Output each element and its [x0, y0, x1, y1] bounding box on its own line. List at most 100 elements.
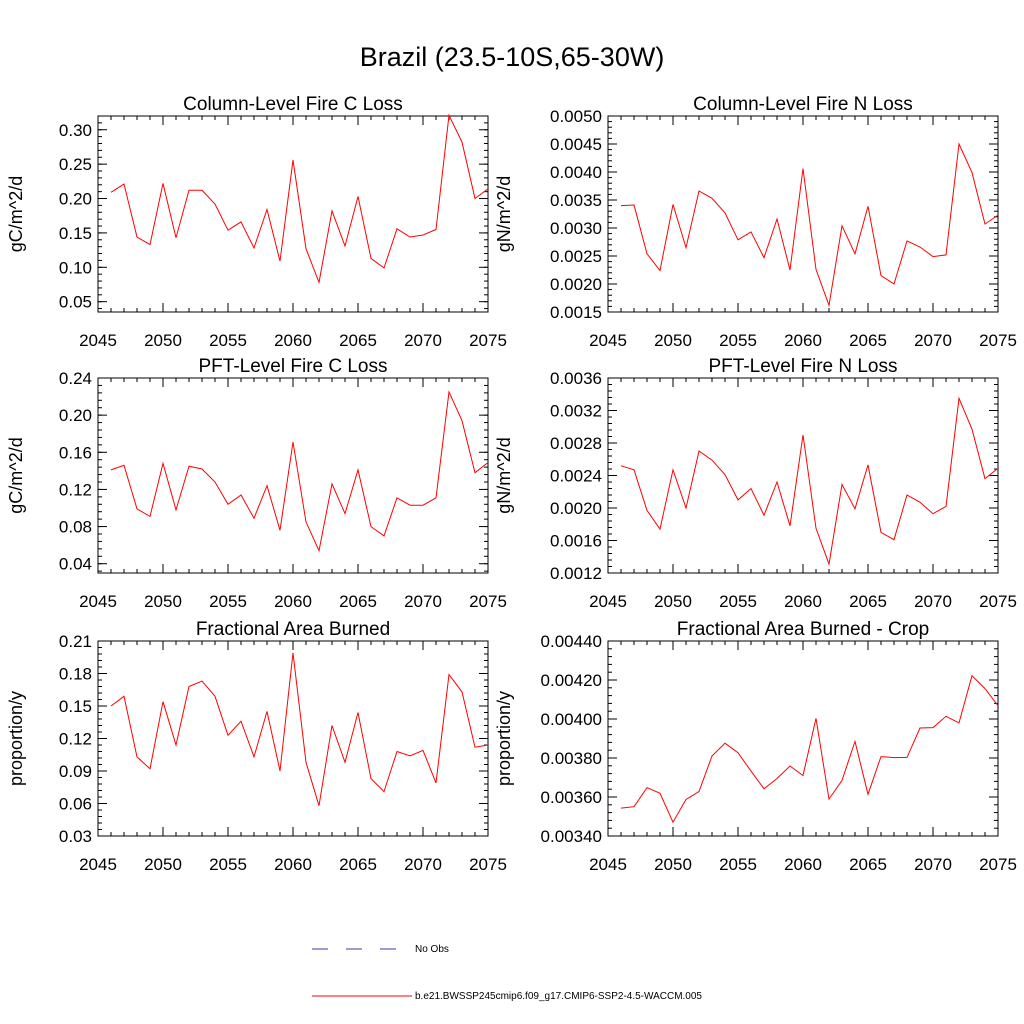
x-tick-label: 2070	[404, 855, 442, 874]
y-axis-label: gN/m^2/d	[494, 176, 514, 252]
x-tick-label: 2070	[914, 855, 952, 874]
series-line	[620, 674, 999, 824]
x-tick-label: 2045	[589, 592, 627, 611]
x-tick-label: 2055	[719, 855, 757, 874]
x-tick-label: 2050	[144, 331, 182, 350]
plot-frame	[607, 377, 999, 574]
y-tick-label: 0.10	[59, 258, 92, 277]
x-tick-label: 2075	[979, 592, 1017, 611]
x-tick-label: 2055	[719, 592, 757, 611]
y-tick-label: 0.0032	[550, 402, 602, 421]
y-tick-label: 0.00380	[541, 749, 602, 768]
y-tick-label: 0.12	[59, 480, 92, 499]
x-tick-label: 2075	[469, 592, 507, 611]
x-tick-label: 2050	[654, 855, 692, 874]
x-tick-label: 2050	[144, 855, 182, 874]
x-tick-label: 2045	[79, 855, 117, 874]
y-tick-label: 0.00420	[541, 671, 602, 690]
y-axis-label: proportion/y	[6, 691, 26, 786]
y-tick-label: 0.0020	[550, 275, 602, 294]
x-tick-label: 2060	[274, 592, 312, 611]
x-tick-label: 2060	[784, 331, 822, 350]
y-tick-label: 0.16	[59, 443, 92, 462]
x-tick-label: 2055	[209, 331, 247, 350]
x-tick-label: 2050	[144, 592, 182, 611]
plot-frame	[607, 115, 999, 313]
x-tick-label: 2055	[719, 331, 757, 350]
x-tick-label: 2055	[209, 592, 247, 611]
series-line	[620, 396, 999, 567]
y-tick-label: 0.00440	[541, 632, 602, 651]
series-line	[110, 652, 489, 806]
x-tick-label: 2060	[274, 331, 312, 350]
panel-title: PFT-Level Fire N Loss	[709, 356, 898, 377]
y-tick-label: 0.0030	[550, 219, 602, 238]
x-tick-label: 2065	[339, 855, 377, 874]
panel-title: PFT-Level Fire C Loss	[199, 356, 388, 377]
y-tick-label: 0.0016	[550, 532, 602, 551]
x-tick-label: 2075	[979, 855, 1017, 874]
x-tick-label: 2065	[339, 592, 377, 611]
x-tick-label: 2050	[654, 331, 692, 350]
y-tick-label: 0.00360	[541, 788, 602, 807]
y-tick-label: 0.0050	[550, 107, 602, 126]
x-tick-label: 2060	[784, 592, 822, 611]
panel-title: Fractional Area Burned - Crop	[677, 619, 929, 640]
y-tick-label: 0.20	[59, 190, 92, 209]
figure-title: Brazil (23.5-10S,65-30W)	[360, 42, 665, 72]
panel-fractional-area-burned-crop: Fractional Area Burned - Crop 2045 2050 205…	[494, 619, 1017, 874]
y-tick-label: 0.0036	[550, 369, 602, 388]
y-tick-label: 0.0025	[550, 247, 602, 266]
y-tick-label: 0.0024	[550, 467, 602, 486]
series-line	[620, 142, 999, 308]
y-tick-label: 0.08	[59, 518, 92, 537]
y-tick-label: 0.0040	[550, 163, 602, 182]
y-tick-label: 0.0028	[550, 434, 602, 453]
x-tick-label: 2070	[914, 331, 952, 350]
panel-pft-fire-n-loss: PFT-Level Fire N Loss 2045 2050 2055 2060 206…	[494, 356, 1017, 611]
y-tick-label: 0.0045	[550, 135, 602, 154]
y-axis-label: gN/m^2/d	[494, 437, 514, 513]
panel-column-fire-c-loss: Column-Level Fire C Loss 2045 2050 2055 2060…	[6, 94, 507, 350]
y-tick-label: 0.03	[59, 827, 92, 846]
y-axis-label: gC/m^2/d	[6, 176, 26, 252]
y-tick-label: 0.24	[59, 369, 92, 388]
x-tick-label: 2075	[469, 855, 507, 874]
x-tick-label: 2070	[404, 592, 442, 611]
x-tick-label: 2065	[339, 331, 377, 350]
y-tick-label: 0.00400	[541, 710, 602, 729]
x-tick-label: 2075	[979, 331, 1017, 350]
x-tick-label: 2045	[79, 592, 117, 611]
x-tick-label: 2065	[849, 592, 887, 611]
y-tick-label: 0.21	[59, 632, 92, 651]
y-tick-label: 0.05	[59, 293, 92, 312]
x-tick-label: 2070	[404, 331, 442, 350]
plot-frame	[97, 377, 489, 574]
y-tick-label: 0.15	[59, 697, 92, 716]
y-tick-label: 0.30	[59, 121, 92, 140]
panel-column-fire-n-loss: Column-Level Fire N Loss 2045 2050 2055 2060…	[494, 94, 1017, 350]
legend-model-label: b.e21.BWSSP245cmip6.f09_g17.CMIP6-SSP2-4…	[415, 991, 702, 1002]
y-tick-label: 0.04	[59, 555, 92, 574]
y-tick-label: 0.20	[59, 406, 92, 425]
x-tick-label: 2065	[849, 855, 887, 874]
x-tick-label: 2055	[209, 855, 247, 874]
y-tick-label: 0.0020	[550, 499, 602, 518]
y-tick-label: 0.15	[59, 224, 92, 243]
y-tick-label: 0.00340	[541, 827, 602, 846]
panel-title: Column-Level Fire C Loss	[183, 94, 403, 115]
y-axis-label: proportion/y	[494, 691, 514, 786]
panel-title: Fractional Area Burned	[196, 619, 390, 640]
y-tick-label: 0.18	[59, 665, 92, 684]
panel-pft-fire-c-loss: PFT-Level Fire C Loss 2045 2050 2055 2060 206…	[6, 356, 507, 611]
y-tick-label: 0.25	[59, 155, 92, 174]
panel-title: Column-Level Fire N Loss	[693, 94, 913, 115]
x-tick-label: 2070	[914, 592, 952, 611]
x-tick-label: 2060	[784, 855, 822, 874]
x-tick-label: 2045	[589, 855, 627, 874]
panel-fractional-area-burned: Fractional Area Burned 2045 2050 2055 2060 20…	[6, 619, 507, 874]
x-tick-label: 2050	[654, 592, 692, 611]
series-line	[110, 390, 489, 553]
x-tick-label: 2060	[274, 855, 312, 874]
